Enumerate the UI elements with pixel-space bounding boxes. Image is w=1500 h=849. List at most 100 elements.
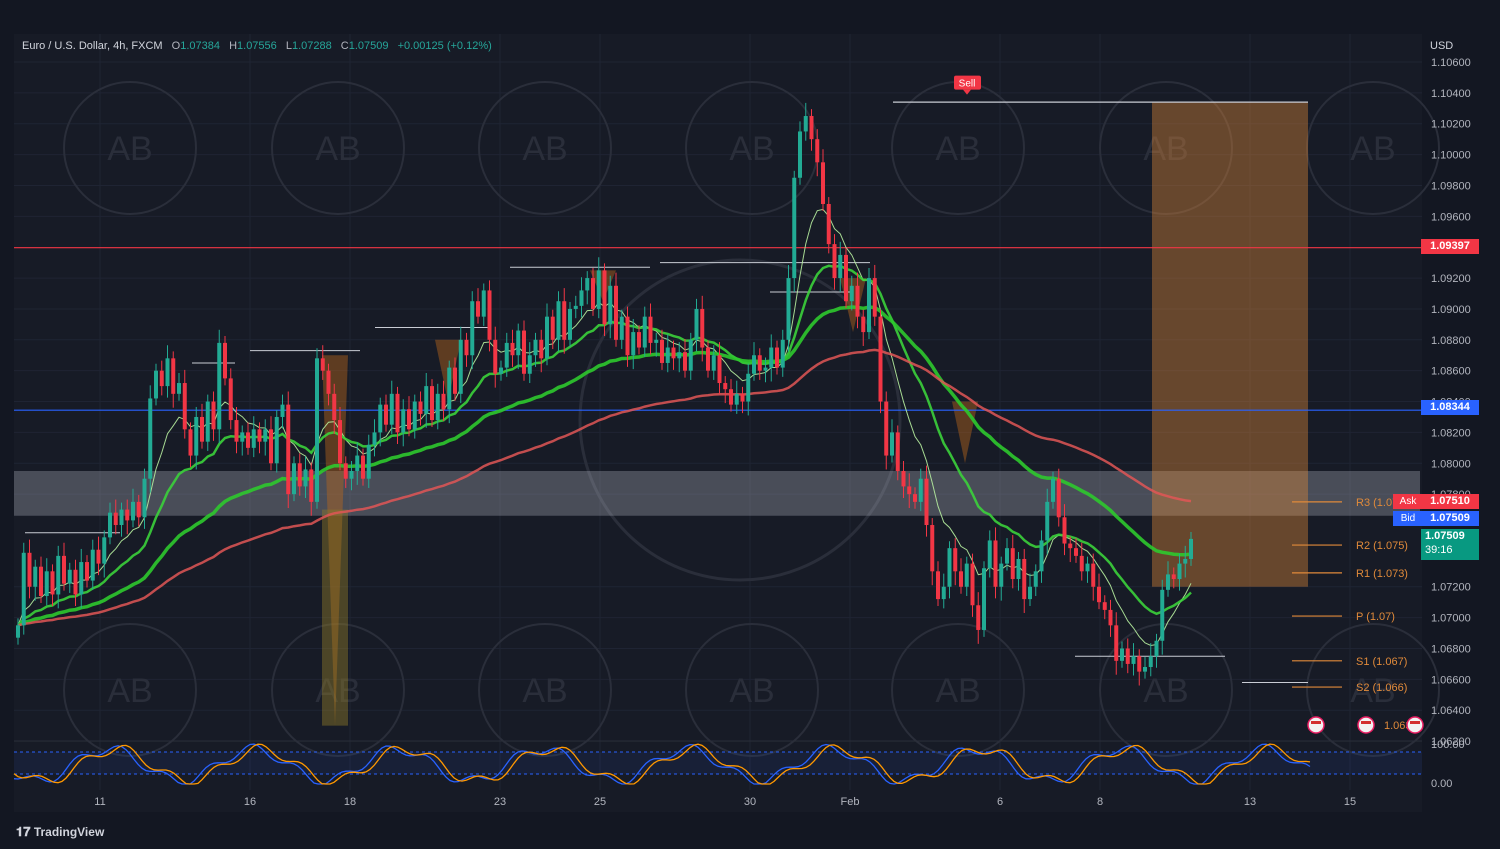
candle-body bbox=[1074, 548, 1078, 556]
candle-body bbox=[1137, 656, 1142, 672]
open-value: 1.07384 bbox=[180, 40, 220, 52]
oscillator-k-line bbox=[13, 743, 1311, 785]
candle-body bbox=[700, 308, 705, 348]
candle-body bbox=[826, 203, 831, 245]
target-zone bbox=[1152, 102, 1308, 587]
candle-body bbox=[947, 548, 952, 587]
candle-body bbox=[251, 429, 256, 448]
candle-body bbox=[96, 549, 101, 564]
candle-body bbox=[470, 301, 475, 356]
candle-body bbox=[453, 367, 457, 394]
candle-body bbox=[73, 569, 78, 595]
watermark-text: AB bbox=[107, 672, 152, 710]
candle-body bbox=[343, 463, 348, 479]
candle-body bbox=[809, 116, 814, 140]
candle-body bbox=[849, 285, 854, 302]
y-tick-label: 1.08000 bbox=[1431, 458, 1471, 470]
candle-body bbox=[867, 278, 871, 333]
watermark-text: AB bbox=[729, 672, 774, 710]
candle-body bbox=[1171, 574, 1176, 580]
watermark-seal bbox=[1099, 623, 1233, 757]
candle-body bbox=[211, 401, 216, 430]
candle-body bbox=[895, 432, 900, 471]
candle-body bbox=[1010, 548, 1015, 580]
high-label: H bbox=[229, 40, 238, 52]
candle-body bbox=[280, 404, 285, 417]
candle-body bbox=[418, 401, 423, 414]
candle-body bbox=[159, 370, 164, 387]
candle-body bbox=[499, 367, 503, 374]
watermark-seal bbox=[271, 81, 405, 215]
y-tick-label: 1.10000 bbox=[1431, 150, 1471, 162]
candle-body bbox=[1051, 478, 1055, 502]
candle-body bbox=[683, 352, 687, 371]
candle-body bbox=[987, 540, 992, 569]
candle-body bbox=[1148, 656, 1153, 668]
candle-body bbox=[752, 355, 756, 374]
candle-body bbox=[516, 330, 521, 356]
candle-body bbox=[269, 429, 273, 464]
candle-body bbox=[85, 562, 89, 581]
pivot-label: R1 (1.073) bbox=[1356, 568, 1408, 580]
candle-body bbox=[263, 429, 268, 442]
x-tick-label: 6 bbox=[997, 796, 1003, 808]
candle-body bbox=[16, 625, 20, 638]
watermark-seal bbox=[271, 623, 405, 757]
candle-body bbox=[717, 355, 722, 384]
watermark-seal bbox=[1306, 81, 1440, 215]
candle-body bbox=[556, 301, 561, 340]
candle-body bbox=[769, 347, 774, 368]
candle-body bbox=[401, 409, 406, 433]
candle-body bbox=[637, 332, 641, 348]
y-tick-label: 1.09200 bbox=[1431, 273, 1471, 285]
candle-body bbox=[487, 290, 492, 340]
watermark-seal bbox=[63, 81, 197, 215]
candle-body bbox=[297, 463, 302, 487]
candle-body bbox=[1085, 563, 1090, 572]
candle-body bbox=[539, 339, 544, 359]
candle-body bbox=[723, 383, 728, 390]
candle-body bbox=[326, 370, 331, 394]
candle-body bbox=[188, 429, 193, 456]
y-tick-label: 1.07200 bbox=[1431, 582, 1471, 594]
candle-body bbox=[205, 401, 210, 442]
tradingview-logo[interactable]: 𝟏𝟕 TradingView bbox=[16, 824, 104, 840]
candle-body bbox=[481, 290, 486, 317]
candle-body bbox=[562, 301, 567, 340]
candle-body bbox=[223, 342, 227, 379]
candle-body bbox=[447, 367, 452, 410]
candle-body bbox=[286, 404, 291, 495]
candle-body bbox=[591, 278, 595, 309]
candle-body bbox=[1166, 574, 1170, 590]
x-tick-label: 8 bbox=[1097, 796, 1103, 808]
candle-body bbox=[1131, 656, 1136, 664]
watermark-seal bbox=[63, 623, 197, 757]
candle-body bbox=[154, 370, 158, 399]
candle-body bbox=[458, 339, 463, 394]
candle-body bbox=[861, 316, 866, 333]
candle-body bbox=[476, 301, 480, 317]
candle-body bbox=[976, 605, 981, 630]
candle-body bbox=[389, 393, 394, 425]
candle-body bbox=[27, 552, 32, 587]
candle-body bbox=[113, 512, 118, 526]
y-tick-label: 1.06200 bbox=[1431, 736, 1471, 748]
candle-body bbox=[780, 339, 785, 368]
candle-body bbox=[246, 432, 250, 448]
x-tick-label: 16 bbox=[244, 796, 256, 808]
candle-body bbox=[165, 358, 170, 387]
y-tick-label: 1.09800 bbox=[1431, 180, 1471, 192]
candle-body bbox=[292, 463, 296, 495]
candle-body bbox=[964, 563, 969, 587]
candle-body bbox=[982, 568, 986, 630]
candle-body bbox=[757, 355, 762, 371]
candle-body bbox=[309, 469, 314, 502]
candle-body bbox=[648, 316, 653, 343]
candle-body bbox=[366, 444, 371, 479]
sell-signal-label: Sell bbox=[959, 79, 976, 90]
candle-body bbox=[493, 339, 498, 374]
candle-body bbox=[131, 501, 135, 521]
candle-body bbox=[608, 285, 613, 325]
